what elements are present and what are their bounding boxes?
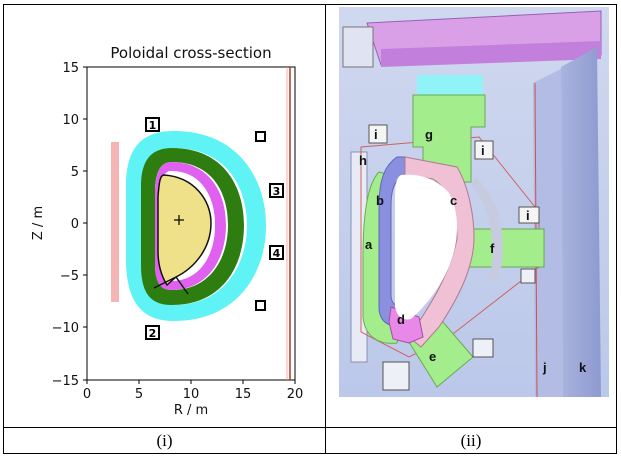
table-border-bottom xyxy=(3,453,617,454)
y-tick-label: 15 xyxy=(62,61,79,76)
inner-building-wall xyxy=(533,69,563,397)
small-port-marker xyxy=(255,300,266,311)
plasma-cavity xyxy=(395,174,457,320)
x-ticks: 0 5 10 15 20 xyxy=(83,380,303,402)
top-frame-left xyxy=(342,26,374,68)
label-i: i xyxy=(526,208,530,223)
marker-4: 4 xyxy=(269,245,284,260)
outer-building-wall xyxy=(561,47,601,397)
caption-ii: (ii) xyxy=(460,431,482,450)
y-tick-label: 10 xyxy=(62,113,79,128)
y-tick-label: −15 xyxy=(52,374,79,389)
svg-text:4: 4 xyxy=(273,247,281,260)
divertor-leg-inner xyxy=(153,276,177,289)
shield xyxy=(155,162,226,290)
caption-i: (i) xyxy=(156,431,173,450)
table-border-center xyxy=(325,4,326,454)
x-tick-label: 15 xyxy=(235,387,252,402)
side-plug xyxy=(520,268,536,284)
top-lid-front xyxy=(381,41,601,67)
blanket xyxy=(141,148,244,305)
marker-1: 1 xyxy=(145,117,160,132)
y-axis-label: Z / m xyxy=(31,206,46,240)
label-j: j xyxy=(542,360,547,375)
table-border-top xyxy=(3,4,617,5)
label-f: f xyxy=(490,241,495,256)
upper-port-g xyxy=(412,94,486,183)
cad-render: a b c d e f g h i i i j k xyxy=(339,7,609,397)
x-tick-label: 5 xyxy=(135,387,143,402)
x-axis-label: R / m xyxy=(174,403,208,418)
svg-text:1: 1 xyxy=(149,119,157,132)
divertor-leg-outer xyxy=(175,276,189,295)
y-tick-label: −10 xyxy=(52,321,79,336)
small-port-marker xyxy=(255,131,266,142)
lower-plug xyxy=(382,361,410,391)
vessel-shadow xyxy=(471,177,503,282)
label-g: g xyxy=(425,127,433,142)
label-d: d xyxy=(397,312,405,327)
table-border-left xyxy=(3,4,4,454)
y-tick-label: 5 xyxy=(71,165,79,180)
port-plug-i xyxy=(518,206,540,224)
table-border-right xyxy=(616,4,617,454)
x-tick-label: 20 xyxy=(287,387,304,402)
equatorial-port-f xyxy=(468,228,545,268)
label-i: i xyxy=(374,127,378,142)
plot-title: Poloidal cross-section xyxy=(110,44,271,62)
svg-text:2: 2 xyxy=(149,327,157,340)
table-border-middle xyxy=(3,427,617,428)
marker-3: 3 xyxy=(269,183,284,198)
label-b: b xyxy=(376,193,384,208)
label-h: h xyxy=(359,153,367,168)
y-tick-label: 0 xyxy=(71,217,79,232)
svg-text:3: 3 xyxy=(273,185,281,198)
divertor-d xyxy=(388,306,424,344)
port-plug-i xyxy=(368,124,388,144)
y-ticks: 15 10 5 0 −5 −10 −15 xyxy=(52,61,87,389)
label-k: k xyxy=(579,360,587,375)
x-tick-label: 0 xyxy=(83,387,91,402)
poloidal-plot: Poloidal cross-section 15 10 5 0 −5 −10 … xyxy=(31,44,303,418)
label-i: i xyxy=(481,143,485,158)
x-tick-label: 10 xyxy=(183,387,200,402)
y-tick-label: −5 xyxy=(60,269,79,284)
label-a: a xyxy=(365,237,373,252)
port-plug-i xyxy=(474,140,494,160)
lower-plug xyxy=(472,338,494,358)
label-c: c xyxy=(450,193,457,208)
top-cyan-block xyxy=(417,75,483,97)
marker-2: 2 xyxy=(145,325,160,340)
label-e: e xyxy=(429,349,436,364)
central-coil xyxy=(111,142,119,302)
first-wall xyxy=(126,131,266,321)
